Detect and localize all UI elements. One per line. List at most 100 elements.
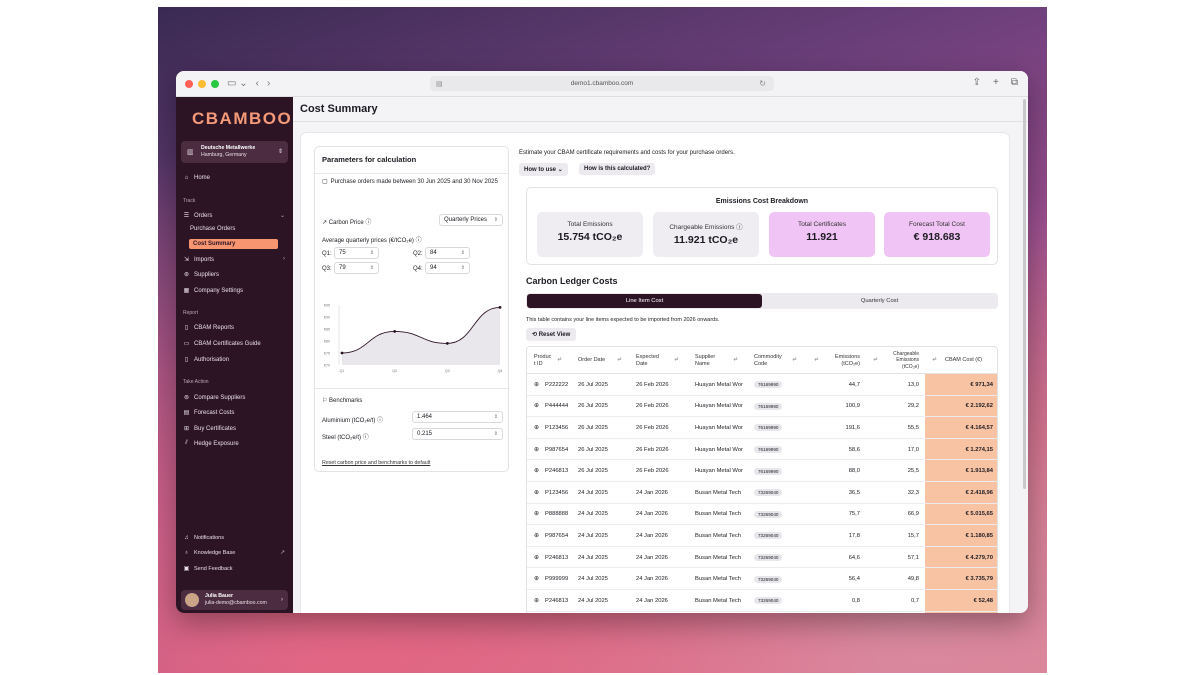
- tab-quarterly-cost[interactable]: Quarterly Cost: [860, 298, 899, 304]
- header-emissions[interactable]: Emissions (tCO₂e): [834, 353, 860, 367]
- cell-supplier: Huayan Metal Wor: [695, 460, 750, 482]
- filter-icon[interactable]: ⩫: [617, 357, 623, 363]
- q3-input[interactable]: 79 ⇕: [334, 262, 379, 274]
- header-cbam-cost[interactable]: CBAM Cost (€): [945, 357, 982, 364]
- reset-defaults-link[interactable]: Reset carbon price and benchmarks to def…: [322, 460, 431, 466]
- filter-icon[interactable]: ⩫: [792, 357, 798, 363]
- table-row[interactable]: ⊕ P123456 24 Jul 2025 24 Jan 2026 Busan Meta…: [527, 482, 997, 504]
- table-row[interactable]: ⊕ P222222 26 Jul 2025 26 Feb 2026 Huayan Met…: [527, 374, 997, 396]
- avg-price-label: Average quarterly prices (€/tCO₂e) ⓘ: [322, 238, 422, 244]
- table-row[interactable]: ⊕ P246813 24 Jul 2025 24 Jan 2026 Busan Meta…: [527, 590, 997, 612]
- q4-input[interactable]: 94 ⇕: [425, 262, 470, 274]
- q1-input[interactable]: 75 ⇕: [334, 247, 379, 259]
- header-expected-date[interactable]: Expected Date: [636, 353, 659, 367]
- table-row[interactable]: ⊕ P246813 26 Jul 2025 26 Feb 2026 Huayan Met…: [527, 460, 997, 482]
- nav-send-feedback[interactable]: ▣ Send Feedback: [183, 565, 233, 573]
- nav-cost-summary[interactable]: Cost Summary: [189, 239, 278, 249]
- cell-supplier: Huayan Metal Wor: [695, 396, 750, 418]
- minimize-window-button[interactable]: [198, 79, 206, 88]
- nav-authorisation[interactable]: ▯ Authorisation: [184, 356, 230, 364]
- chevron-down-icon[interactable]: ⌄: [279, 213, 285, 219]
- table-row[interactable]: ⊕ P999999 24 Jul 2025 24 Jan 2026 Busan Meta…: [527, 568, 997, 590]
- nav-company-settings[interactable]: ▦ Company Settings: [183, 287, 244, 295]
- parameters-title: Parameters for calculation: [322, 155, 417, 164]
- chevron-right-icon: ›: [281, 597, 283, 603]
- zoom-window-button[interactable]: [211, 79, 219, 88]
- table-row[interactable]: ⊕ P246813 24 Jul 2025 24 Jan 2026 Busan Meta…: [527, 547, 997, 569]
- back-icon[interactable]: ‹: [255, 78, 259, 89]
- commodity-code-badge: 76169990: [754, 381, 783, 389]
- chevron-right-icon[interactable]: ›: [283, 256, 285, 262]
- cell-code: 73269040: [754, 504, 809, 526]
- external-link-icon[interactable]: ↗: [279, 550, 285, 556]
- how-to-use-button[interactable]: How to use ⌄: [519, 163, 568, 176]
- close-window-button[interactable]: [185, 79, 193, 88]
- filter-icon[interactable]: ⩫: [733, 357, 739, 363]
- page-settings-icon[interactable]: ▤: [436, 80, 443, 88]
- header-product-id[interactable]: Produc t ID: [534, 353, 552, 367]
- nav-hedge-exposure[interactable]: ⫽ Hedge Exposure: [183, 440, 239, 447]
- how-calculated-button[interactable]: How is this calculated?: [579, 163, 656, 175]
- data-point[interactable]: [393, 330, 397, 333]
- address-bar[interactable]: ▤ demo1.cbamboo.com ↻: [430, 76, 774, 91]
- steel-input[interactable]: 0.215 ⇕: [412, 428, 503, 440]
- nav-imports[interactable]: ⇲ Imports: [183, 256, 215, 264]
- info-icon[interactable]: ⓘ: [415, 238, 422, 244]
- new-tab-icon[interactable]: +: [993, 77, 999, 88]
- filter-icon[interactable]: ⩫: [557, 357, 563, 363]
- reset-view-button[interactable]: ⟲ Reset View: [526, 328, 577, 341]
- organization-switcher[interactable]: ▥ Deutsche Metallwerke Hamburg, Germany …: [181, 141, 288, 163]
- nav-orders[interactable]: ☰ Orders: [183, 212, 213, 220]
- table-row[interactable]: ⊕ P987654 24 Jul 2025 24 Jan 2026 Busan Meta…: [527, 525, 997, 547]
- q2-input[interactable]: 84 ⇕: [425, 247, 470, 259]
- filter-icon[interactable]: ⩫: [873, 357, 879, 363]
- data-point[interactable]: [340, 351, 344, 355]
- filter-icon[interactable]: ⩫: [674, 357, 680, 363]
- scrollbar[interactable]: [1023, 99, 1026, 489]
- reload-icon[interactable]: ↻: [759, 79, 766, 88]
- nav-suppliers[interactable]: ⊛ Suppliers: [183, 271, 220, 279]
- user-menu[interactable]: Julia Bauer julia-demo@cbamboo.com ›: [181, 590, 288, 610]
- cell-supplier: Busan Metal Tech: [695, 532, 741, 539]
- nav-home[interactable]: ⌂ Home: [184, 175, 211, 181]
- header-commodity-code[interactable]: Commodity Code: [754, 353, 782, 367]
- tab-line-item-cost[interactable]: Line Item Cost: [527, 294, 762, 308]
- info-icon[interactable]: ⓘ: [736, 224, 743, 231]
- table-row[interactable]: ⊕ P123456 26 Jul 2025 26 Feb 2026 Huayan Met…: [527, 417, 997, 439]
- nav-knowledge-base[interactable]: ♁ Knowledge Base: [184, 550, 236, 556]
- data-point[interactable]: [445, 342, 449, 345]
- nav-buy-certificates[interactable]: ⊞ Buy Certificates: [183, 425, 237, 433]
- forward-icon[interactable]: ›: [266, 78, 271, 89]
- header-supplier-name[interactable]: Supplier Name: [695, 353, 716, 367]
- table-row[interactable]: ⊕ P444444 26 Jul 2025 26 Feb 2026 Huayan Met…: [527, 396, 997, 418]
- data-point[interactable]: [498, 306, 502, 309]
- table-row[interactable]: ⊕ P987654 26 Jul 2025 26 Feb 2026 Huayan Met…: [527, 439, 997, 461]
- cell-expected: 24 Jan 2026: [636, 590, 691, 612]
- tab-overview-icon[interactable]: ⧉: [1010, 77, 1018, 88]
- cell-emissions: 0,8: [851, 597, 860, 604]
- nav-notifications[interactable]: ♫ Notifications: [184, 535, 224, 541]
- section-report: Report: [183, 310, 199, 316]
- info-icon[interactable]: ⓘ: [377, 418, 384, 424]
- filter-icon[interactable]: ⩫: [814, 357, 820, 363]
- aluminium-input[interactable]: 1.464 ⇕: [412, 411, 503, 423]
- app-logo[interactable]: CBAMBOO: [192, 109, 293, 128]
- nav-compare-suppliers[interactable]: ⊚ Compare Suppliers: [183, 394, 246, 402]
- table-row[interactable]: ⊕ P888888 24 Jul 2025 24 Jan 2026 Busan Meta…: [527, 504, 997, 526]
- nav-forecast-costs[interactable]: ▤ Forecast Costs: [183, 409, 235, 417]
- nav-cbam-guide[interactable]: ▭ CBAM Certificates Guide: [183, 340, 261, 348]
- sidebar-icon[interactable]: ▭ ⌄: [227, 78, 248, 89]
- cell-supplier: Busan Metal Tech: [695, 568, 750, 590]
- share-icon[interactable]: ⇪: [972, 77, 982, 88]
- price-mode-select[interactable]: Quarterly Prices ⇕: [439, 214, 503, 226]
- info-icon[interactable]: ⓘ: [362, 435, 369, 441]
- filter-icon[interactable]: ⩫: [932, 357, 938, 363]
- header-order-date[interactable]: Order Date: [578, 357, 606, 364]
- info-icon[interactable]: ⓘ: [365, 220, 372, 226]
- nav-purchase-orders[interactable]: Purchase Orders: [190, 226, 236, 232]
- header-chargeable-emissions[interactable]: Chargeable Emissions (tCO₂e): [893, 351, 919, 370]
- cell-order: 26 Jul 2025: [578, 460, 630, 482]
- nav-cbam-reports[interactable]: ▯ CBAM Reports: [184, 324, 235, 332]
- box-icon: ⊕: [534, 576, 539, 583]
- cell-chargeable: 15,7: [867, 525, 919, 547]
